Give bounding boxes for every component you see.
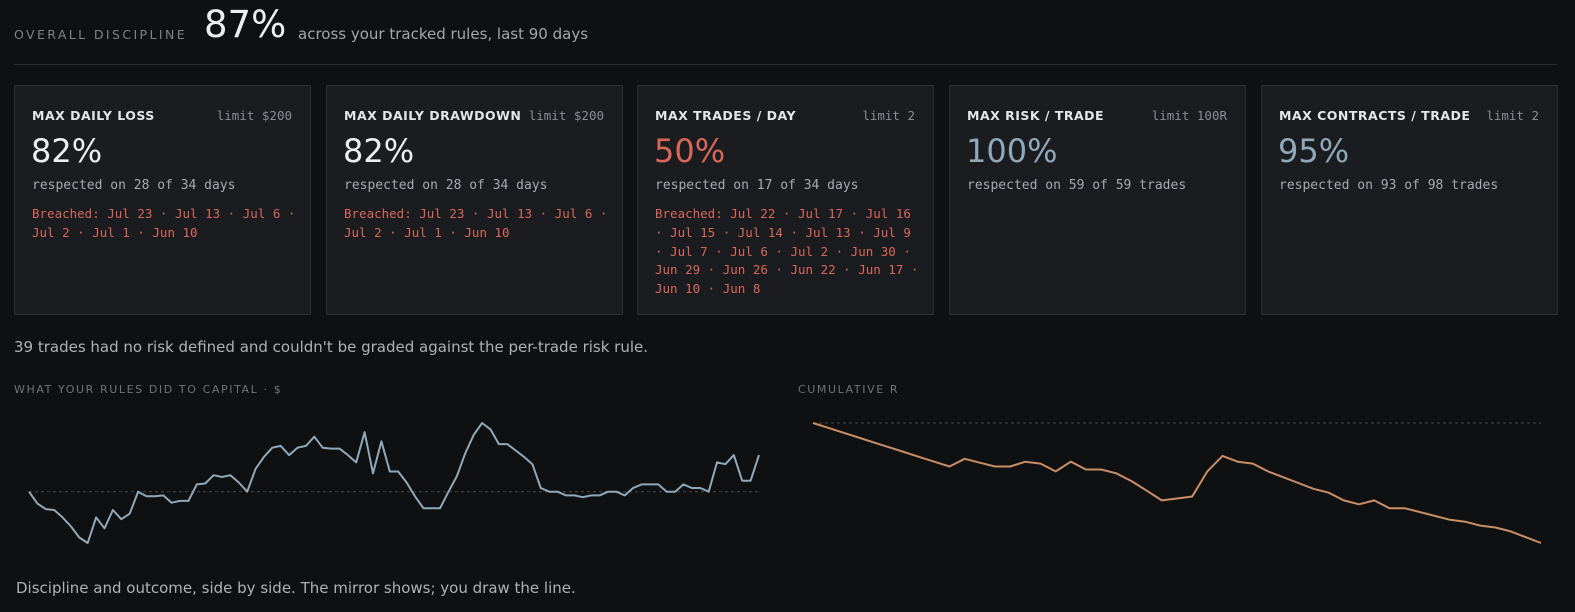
rule-title: MAX RISK / TRADE [967, 108, 1105, 123]
rule-limit: limit 2 [1486, 108, 1539, 123]
rule-percentage: 82% [31, 132, 103, 170]
rule-limit: limit 100R [1151, 108, 1227, 123]
rule-card-max-daily-drawdown: MAX DAILY DRAWDOWN limit $200 82% respec… [326, 85, 623, 315]
rule-respected: respected on 59 of 59 trades [967, 178, 1187, 193]
overall-discipline-subtitle: across your tracked rules, last 90 days [298, 25, 589, 43]
rule-breached-dates: Breached: Jul 22 · Jul 17 · Jul 16 · Jul… [655, 206, 919, 297]
footer-tagline: Discipline and outcome, side by side. Th… [16, 579, 576, 597]
rule-breached-dates: Breached: Jul 23 · Jul 13 · Jul 6 · Jul … [32, 206, 296, 240]
rule-respected: respected on 17 of 34 days [655, 178, 859, 193]
rule-title: MAX TRADES / DAY [655, 108, 797, 123]
rule-limit: limit $200 [216, 108, 292, 123]
cumulative-r-series-line [812, 422, 1542, 544]
rule-respected: respected on 93 of 98 trades [1279, 178, 1499, 193]
rule-percentage: 50% [654, 132, 726, 170]
rule-percentage: 95% [1278, 132, 1350, 170]
rule-card-max-daily-loss: MAX DAILY LOSS limit $200 82% respected … [14, 85, 311, 315]
overall-discipline-header: OVERALL DISCIPLINE 87% across your track… [14, 0, 1557, 65]
rule-card-max-risk-per-trade: MAX RISK / TRADE limit 100R 100% respect… [949, 85, 1246, 315]
cumulative-r-chart-title: CUMULATIVE R [798, 383, 900, 396]
capital-chart-title: WHAT YOUR RULES DID TO CAPITAL · $ [14, 383, 283, 396]
rule-limit: limit $200 [528, 108, 604, 123]
capital-chart [28, 422, 760, 544]
rule-title: MAX DAILY DRAWDOWN [344, 108, 522, 123]
rule-title: MAX CONTRACTS / TRADE [1279, 108, 1471, 123]
rule-respected: respected on 28 of 34 days [32, 178, 236, 193]
rule-card-max-contracts-per-trade: MAX CONTRACTS / TRADE limit 2 95% respec… [1261, 85, 1558, 315]
cumulative-r-chart [812, 422, 1542, 544]
rule-breached-dates: Breached: Jul 23 · Jul 13 · Jul 6 · Jul … [344, 206, 608, 240]
ungraded-trades-note: 39 trades had no risk defined and couldn… [14, 338, 649, 356]
rule-card-max-trades-per-day: MAX TRADES / DAY limit 2 50% respected o… [637, 85, 934, 315]
rule-title: MAX DAILY LOSS [32, 108, 155, 123]
rule-limit: limit 2 [862, 108, 915, 123]
capital-series-line [28, 422, 760, 544]
rule-percentage: 82% [343, 132, 415, 170]
overall-discipline-value: 87% [204, 3, 287, 46]
rule-percentage: 100% [966, 132, 1058, 170]
overall-discipline-label: OVERALL DISCIPLINE [14, 27, 187, 42]
rule-respected: respected on 28 of 34 days [344, 178, 548, 193]
